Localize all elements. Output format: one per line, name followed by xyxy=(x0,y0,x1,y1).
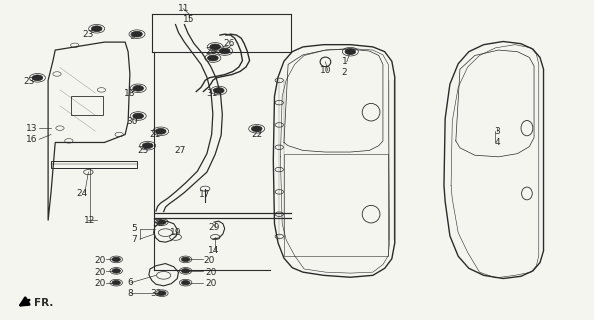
Text: 23: 23 xyxy=(83,30,94,39)
Circle shape xyxy=(210,44,220,50)
Circle shape xyxy=(207,55,218,61)
Circle shape xyxy=(213,88,224,93)
Text: 23: 23 xyxy=(23,77,35,86)
Text: 5: 5 xyxy=(131,224,137,233)
Text: 21: 21 xyxy=(149,130,160,139)
Circle shape xyxy=(251,126,262,132)
Text: 14: 14 xyxy=(208,246,220,255)
Text: 20: 20 xyxy=(94,268,106,277)
Text: 19: 19 xyxy=(170,228,181,237)
Text: 20: 20 xyxy=(94,279,106,288)
Circle shape xyxy=(181,280,189,285)
Text: 25: 25 xyxy=(137,146,148,155)
Text: 20: 20 xyxy=(206,279,217,288)
Text: 32: 32 xyxy=(150,289,162,298)
Circle shape xyxy=(32,75,43,81)
Circle shape xyxy=(132,31,143,37)
Bar xyxy=(284,154,388,256)
Text: 2: 2 xyxy=(342,68,347,77)
Circle shape xyxy=(219,48,230,54)
Text: 3: 3 xyxy=(494,127,500,136)
Circle shape xyxy=(143,143,153,148)
Text: 18: 18 xyxy=(124,89,135,98)
Text: 1: 1 xyxy=(342,57,347,66)
Circle shape xyxy=(345,49,356,54)
Circle shape xyxy=(133,85,144,91)
Circle shape xyxy=(133,113,144,119)
Text: 29: 29 xyxy=(208,223,220,232)
Text: 28: 28 xyxy=(206,47,217,56)
Text: 26: 26 xyxy=(223,39,235,48)
Text: 22: 22 xyxy=(251,130,263,139)
Text: 20: 20 xyxy=(206,268,217,277)
Text: 15: 15 xyxy=(184,15,195,24)
Circle shape xyxy=(112,280,121,285)
Text: 8: 8 xyxy=(127,289,132,298)
Circle shape xyxy=(158,220,166,224)
Text: 17: 17 xyxy=(200,190,211,199)
Circle shape xyxy=(158,291,166,295)
Circle shape xyxy=(91,26,102,32)
Text: 7: 7 xyxy=(131,235,137,244)
Circle shape xyxy=(181,269,189,273)
Text: 27: 27 xyxy=(174,146,185,155)
Text: 16: 16 xyxy=(26,135,37,144)
Text: 4: 4 xyxy=(494,138,500,147)
Text: 20: 20 xyxy=(204,256,215,265)
Bar xyxy=(51,161,137,168)
Text: 12: 12 xyxy=(84,216,95,225)
Text: 24: 24 xyxy=(77,189,88,198)
Text: 13: 13 xyxy=(26,124,37,132)
Circle shape xyxy=(112,269,121,273)
Circle shape xyxy=(156,128,166,134)
Text: 31: 31 xyxy=(207,89,218,98)
Text: 9: 9 xyxy=(129,32,135,41)
Text: 32: 32 xyxy=(152,219,163,228)
Text: 20: 20 xyxy=(94,256,106,265)
Circle shape xyxy=(181,257,189,262)
Text: FR.: FR. xyxy=(34,298,53,308)
Text: 30: 30 xyxy=(127,117,138,126)
Text: 6: 6 xyxy=(127,278,132,287)
Circle shape xyxy=(112,257,121,262)
Bar xyxy=(71,96,103,116)
Text: 11: 11 xyxy=(178,4,189,13)
Text: 10: 10 xyxy=(320,66,331,75)
